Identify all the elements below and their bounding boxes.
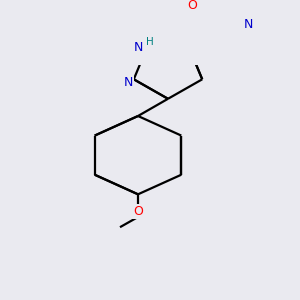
Text: O: O — [133, 205, 143, 218]
Text: N: N — [134, 40, 143, 53]
Text: N: N — [244, 18, 253, 31]
Text: H: H — [146, 37, 154, 46]
Text: N: N — [124, 76, 134, 89]
Text: O: O — [187, 0, 197, 12]
